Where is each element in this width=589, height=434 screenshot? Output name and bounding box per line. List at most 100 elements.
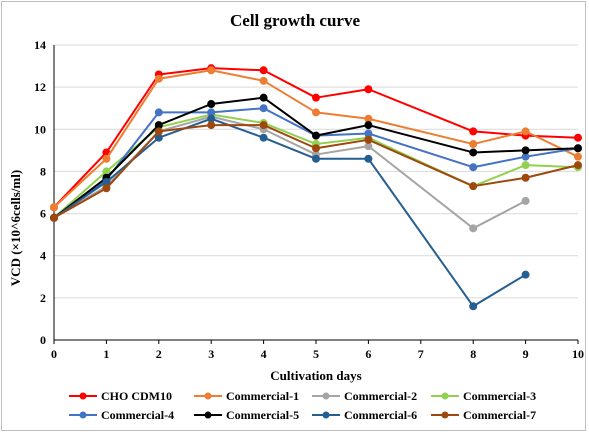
series-line: [53, 107, 579, 219]
legend-label: Commercial-7: [463, 408, 536, 422]
x-tick-label: 4: [261, 347, 267, 361]
data-point: [574, 144, 582, 153]
legend-swatch-marker: [322, 411, 330, 419]
legend-item: Commercial-5: [194, 408, 299, 422]
data-point: [312, 108, 320, 117]
y-axis-label: VCD (×10^6cells/ml): [8, 170, 23, 286]
data-point: [521, 161, 530, 170]
legend-swatch-marker: [322, 392, 330, 400]
series-3: [50, 110, 582, 222]
data-point: [469, 302, 478, 311]
data-point: [364, 135, 373, 144]
data-point: [259, 93, 268, 102]
data-point: [521, 270, 530, 279]
data-point: [469, 182, 478, 191]
legend-label: Commercial-3: [463, 389, 536, 403]
x-tick-label: 6: [365, 347, 371, 361]
data-point: [469, 163, 478, 172]
x-axis-label: Cultivation days: [270, 368, 361, 383]
legend-label: Commercial-4: [101, 408, 174, 422]
legend-swatch-marker: [79, 411, 87, 419]
legend-label: Commercial-5: [226, 408, 299, 422]
data-point: [364, 121, 373, 130]
x-tick-label: 2: [156, 347, 162, 361]
legend-swatch-marker: [204, 392, 212, 400]
series-line: [53, 69, 579, 208]
chart-title: Cell growth curve: [230, 11, 360, 30]
legend-item: Commercial-1: [194, 389, 299, 403]
y-tick-label: 10: [34, 122, 46, 136]
series-6: [50, 114, 530, 311]
x-tick-label: 3: [208, 347, 214, 361]
y-tick-label: 6: [40, 207, 46, 221]
data-point: [207, 100, 216, 108]
data-point: [364, 154, 373, 163]
series-layer: [50, 64, 582, 311]
legend-item: Commercial-2: [312, 389, 417, 403]
data-point: [521, 196, 530, 205]
data-point: [259, 76, 268, 85]
data-point: [154, 108, 163, 117]
data-point: [312, 154, 320, 163]
x-tick-label: 1: [103, 347, 109, 361]
data-point: [469, 224, 478, 233]
legend-label: Commercial-1: [226, 389, 299, 403]
y-tick-label: 14: [34, 38, 46, 52]
y-tick-label: 4: [40, 249, 46, 263]
data-point: [50, 203, 58, 212]
series-line: [53, 67, 579, 208]
data-point: [521, 173, 530, 182]
data-point: [574, 152, 582, 161]
legend-label: Commercial-2: [344, 389, 417, 403]
series-line: [53, 124, 579, 219]
grid-lines: [54, 44, 578, 299]
legend-swatch-marker: [441, 411, 449, 419]
legend-item: Commercial-3: [431, 389, 536, 403]
data-point: [50, 213, 58, 222]
data-point: [102, 154, 111, 163]
legend-label: CHO CDM10: [101, 389, 172, 403]
legend-swatch-marker: [441, 392, 449, 400]
legend-item: Commercial-6: [312, 408, 417, 422]
x-tick-label: 7: [418, 347, 424, 361]
legend-item: Commercial-4: [69, 408, 174, 422]
data-point: [207, 121, 216, 130]
legend-label: Commercial-6: [344, 408, 417, 422]
data-point: [574, 133, 582, 142]
series-1: [50, 66, 582, 212]
data-point: [469, 148, 478, 157]
data-point: [312, 144, 320, 153]
data-point: [469, 127, 478, 136]
data-point: [259, 133, 268, 142]
x-tick-label: 0: [51, 347, 57, 361]
data-point: [102, 184, 111, 193]
x-tick-label: 8: [470, 347, 476, 361]
data-point: [154, 127, 163, 136]
data-point: [259, 121, 268, 130]
data-point: [312, 131, 320, 140]
data-point: [207, 66, 216, 75]
y-tick-label: 8: [40, 164, 46, 178]
data-point: [259, 104, 268, 113]
x-tick-label: 9: [523, 347, 529, 361]
data-point: [154, 74, 163, 83]
series-7: [50, 121, 582, 222]
y-tick-label: 2: [40, 291, 46, 305]
legend: CHO CDM10 Commercial-1 Commercial-2 Commerc…: [69, 389, 536, 422]
series-line: [53, 96, 579, 219]
data-point: [469, 140, 478, 149]
data-point: [574, 161, 582, 170]
data-point: [259, 66, 268, 75]
x-tick-label: 5: [313, 347, 319, 361]
legend-swatch-marker: [79, 392, 87, 400]
data-point: [312, 93, 320, 102]
legend-swatch-marker: [204, 411, 212, 419]
y-tick-label: 12: [34, 80, 46, 94]
y-tick-label: 0: [40, 333, 46, 347]
data-point: [521, 146, 530, 155]
x-tick-label: 10: [572, 347, 584, 361]
legend-item: Commercial-7: [431, 408, 536, 422]
